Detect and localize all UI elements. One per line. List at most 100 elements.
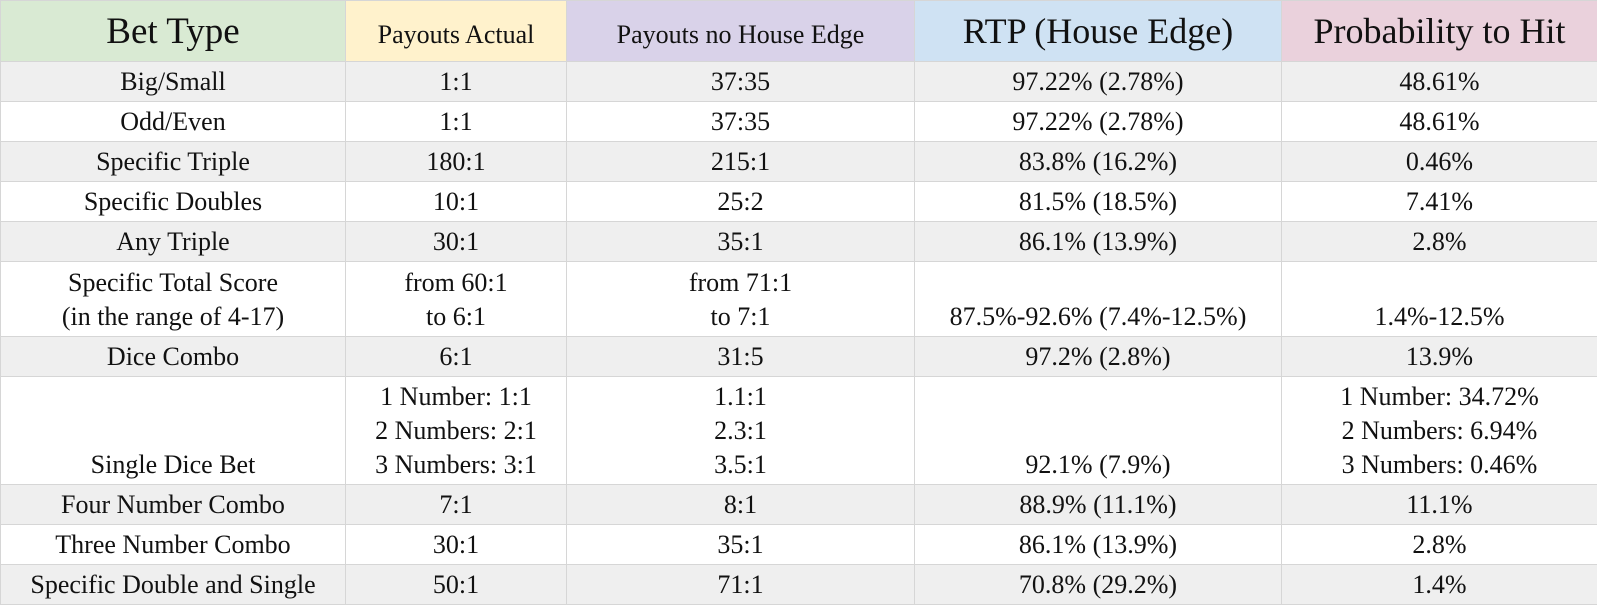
cell-text: 37:35: [710, 67, 771, 96]
table-row: Dice Combo 6:1 31:5 97.2% (2.8%) 13.9%: [0, 336, 1597, 377]
cell-text: Specific Double and Single: [30, 570, 316, 599]
cell-probability: 48.61%: [1281, 61, 1597, 102]
cell-text: 0.46%: [1405, 147, 1474, 176]
cell-text: Specific Doubles: [83, 187, 263, 216]
cell-bet-type: Specific Triple: [0, 141, 346, 182]
cell-bet-type: Single Dice Bet: [0, 376, 346, 485]
cell-text: to 7:1: [710, 302, 771, 331]
cell-payouts-no-house-edge: 25:2: [566, 181, 915, 222]
cell-bet-type: Big/Small: [0, 61, 346, 102]
table-row: Specific Triple 180:1 215:1 83.8% (16.2%) 0.…: [0, 141, 1597, 182]
cell-text: 83.8% (16.2%): [1018, 147, 1178, 176]
cell-payouts-actual: 7:1: [345, 484, 567, 525]
header-rtp: RTP (House Edge): [914, 0, 1282, 62]
table-row: Odd/Even 1:1 37:35 97.22% (2.78%) 48.61%: [0, 101, 1597, 142]
cell-text: 1:1: [439, 107, 473, 136]
cell-text: Single Dice Bet: [90, 450, 256, 479]
cell-text: Three Number Combo: [55, 530, 291, 559]
cell-text: 13.9%: [1405, 342, 1474, 371]
cell-rtp: 86.1% (13.9%): [914, 524, 1282, 565]
cell-text: from 71:1: [688, 268, 793, 297]
cell-text: from 60:1: [404, 268, 508, 297]
cell-probability: 0.46%: [1281, 141, 1597, 182]
table-row: Any Triple 30:1 35:1 86.1% (13.9%) 2.8%: [0, 221, 1597, 262]
cell-text: 3 Numbers: 3:1: [375, 450, 537, 479]
cell-text: 37:35: [710, 107, 771, 136]
table-row: Single Dice Bet 1 Number: 1:1 2 Numbers: 2…: [0, 376, 1597, 485]
cell-text: to 6:1: [426, 302, 486, 331]
cell-probability: 2.8%: [1281, 524, 1597, 565]
table-row: Specific Doubles 10:1 25:2 81.5% (18.5%) 7.4…: [0, 181, 1597, 222]
cell-payouts-actual: 180:1: [345, 141, 567, 182]
cell-text: 2 Numbers: 6.94%: [1341, 416, 1538, 445]
cell-rtp: 87.5%-92.6% (7.4%-12.5%): [914, 261, 1282, 337]
cell-payouts-actual: 1 Number: 1:1 2 Numbers: 2:1 3 Numbers: 3:…: [345, 376, 567, 485]
cell-rtp: 97.22% (2.78%): [914, 61, 1282, 102]
cell-text: 1.4%-12.5%: [1374, 302, 1505, 331]
cell-text: 81.5% (18.5%): [1018, 187, 1178, 216]
cell-payouts-actual: 50:1: [345, 564, 567, 605]
cell-text: Odd/Even: [120, 107, 226, 136]
cell-text: 6:1: [439, 342, 473, 371]
cell-bet-type: Four Number Combo: [0, 484, 346, 525]
cell-payouts-no-house-edge: 31:5: [566, 336, 915, 377]
cell-text: 3 Numbers: 0.46%: [1341, 450, 1538, 479]
cell-bet-type: Odd/Even: [0, 101, 346, 142]
cell-text: (in the range of 4-17): [61, 302, 285, 331]
cell-probability: 48.61%: [1281, 101, 1597, 142]
table-row: Three Number Combo 30:1 35:1 86.1% (13.9%) 2…: [0, 524, 1597, 565]
cell-text: Four Number Combo: [61, 490, 285, 519]
cell-text: 97.2% (2.8%): [1025, 342, 1171, 371]
cell-rtp: 97.2% (2.8%): [914, 336, 1282, 377]
cell-text: Big/Small: [120, 67, 226, 96]
table-row: Big/Small 1:1 37:35 97.22% (2.78%) 48.61%: [0, 61, 1597, 102]
cell-text: 87.5%-92.6% (7.4%-12.5%): [949, 302, 1247, 331]
cell-text: 35:1: [717, 227, 764, 256]
cell-text: 7:1: [439, 490, 473, 519]
table-body: Big/Small 1:1 37:35 97.22% (2.78%) 48.61% Odd…: [0, 61, 1597, 605]
cell-probability: 13.9%: [1281, 336, 1597, 377]
cell-text: 30:1: [432, 227, 480, 256]
cell-text: 1 Number: 1:1: [380, 382, 532, 411]
cell-bet-type: Three Number Combo: [0, 524, 346, 565]
cell-text: 71:1: [717, 570, 764, 599]
cell-payouts-no-house-edge: 35:1: [566, 221, 915, 262]
cell-probability: 1 Number: 34.72% 2 Numbers: 6.94% 3 Number…: [1281, 376, 1597, 485]
cell-text: 2.8%: [1412, 530, 1467, 559]
cell-rtp: 86.1% (13.9%): [914, 221, 1282, 262]
cell-payouts-actual: 30:1: [345, 221, 567, 262]
cell-bet-type: Specific Total Score (in the range of 4-1…: [0, 261, 346, 337]
cell-probability: 11.1%: [1281, 484, 1597, 525]
cell-payouts-no-house-edge: 37:35: [566, 61, 915, 102]
cell-payouts-no-house-edge: 35:1: [566, 524, 915, 565]
cell-text: 8:1: [723, 490, 758, 519]
cell-text: 48.61%: [1399, 67, 1480, 96]
cell-rtp: 81.5% (18.5%): [914, 181, 1282, 222]
cell-text: 50:1: [432, 570, 480, 599]
cell-payouts-no-house-edge: 1.1:1 2.3:1 3.5:1: [566, 376, 915, 485]
cell-rtp: 92.1% (7.9%): [914, 376, 1282, 485]
cell-payouts-no-house-edge: 8:1: [566, 484, 915, 525]
cell-rtp: 88.9% (11.1%): [914, 484, 1282, 525]
cell-payouts-no-house-edge: 71:1: [566, 564, 915, 605]
cell-text: 1.1:1: [714, 382, 767, 411]
cell-text: 2.3:1: [714, 416, 767, 445]
cell-text: 97.22% (2.78%): [1012, 107, 1184, 136]
cell-text: 86.1% (13.9%): [1018, 227, 1178, 256]
cell-payouts-actual: 1:1: [345, 101, 567, 142]
cell-payouts-actual: from 60:1 to 6:1: [345, 261, 567, 337]
cell-text: Any Triple: [116, 227, 230, 256]
cell-payouts-actual: 30:1: [345, 524, 567, 565]
cell-text: 25:2: [717, 187, 764, 216]
cell-text: Specific Total Score: [68, 268, 278, 297]
cell-text: 86.1% (13.9%): [1018, 530, 1178, 559]
cell-text: 1 Number: 34.72%: [1340, 382, 1539, 411]
cell-text: 10:1: [432, 187, 480, 216]
cell-probability: 1.4%-12.5%: [1281, 261, 1597, 337]
cell-text: 2 Numbers: 2:1: [375, 416, 537, 445]
cell-text: 92.1% (7.9%): [1025, 450, 1171, 479]
header-payouts-actual: Payouts Actual: [345, 0, 567, 62]
cell-payouts-actual: 10:1: [345, 181, 567, 222]
cell-rtp: 97.22% (2.78%): [914, 101, 1282, 142]
cell-text: 30:1: [432, 530, 480, 559]
